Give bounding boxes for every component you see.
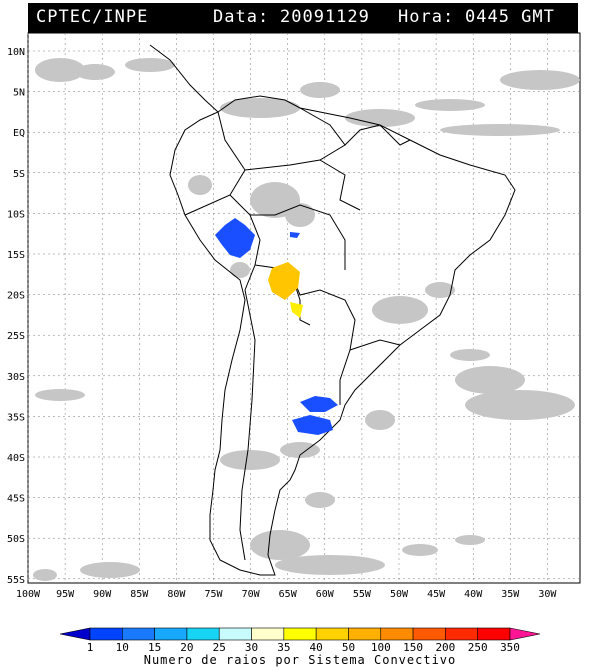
system-blue-argentina [292,415,333,435]
legend-color-swatch [251,627,285,641]
legend-tick-label: 25 [213,641,226,654]
lon-label: 40W [464,589,483,600]
legend-color-swatch [122,627,155,641]
lon-label: 30W [538,589,557,600]
legend-tick-label: 350 [500,641,520,654]
legend-color-swatch [59,627,91,641]
lon-label: 35W [501,589,520,600]
title-bar: CPTEC/INPE Data: 20091129 Hora: 0445 GMT [28,3,578,33]
lat-label: 10S [7,209,25,220]
legend-color-swatch [154,627,188,641]
legend-color-swatch [218,627,252,641]
legend-color-swatch [509,627,541,641]
latitude-labels: 10N 5N EQ 5S 10S 15S 20S 25S 30S 35S 40S 45S 50S 55S [7,47,25,586]
legend-tick-label: 20 [180,641,193,654]
lat-label: 35S [7,412,25,423]
legend-color-swatch [89,627,123,641]
lon-label: 55W [353,589,372,600]
lat-label: 5S [13,169,25,180]
date-value: 20091129 [280,7,370,27]
lat-label: 15S [7,250,25,261]
lat-label: 50S [7,534,25,545]
legend-tick-label: 50 [342,641,355,654]
lat-label: EQ [13,128,25,139]
lon-label: 70W [242,589,261,600]
longitude-labels: 100W 95W 90W 85W 80W 75W 70W 65W 60W 55W 50W 45W 40W… [16,589,557,600]
lon-label: 60W [316,589,335,600]
lat-label: 20S [7,291,25,302]
lon-label: 85W [130,589,149,600]
lat-label: 40S [7,453,25,464]
lon-label: 45W [427,589,446,600]
system-yellow-bolivia [268,262,300,300]
lon-label: 95W [56,589,75,600]
time-label: Hora: [398,7,455,27]
legend-tick-label: 150 [403,641,423,654]
lat-label: 30S [7,372,25,383]
legend-color-swatch [315,627,349,641]
lat-label: 5N [13,88,25,99]
lon-label: 90W [93,589,112,600]
legend-color-swatch [186,627,220,641]
lat-label: 10N [7,47,25,58]
system-blue-uruguay [300,396,338,412]
time-value: 0445 GMT [465,7,555,27]
legend-color-swatch [283,627,317,641]
legend-colorbar [59,627,541,641]
legend-tick-label: 15 [148,641,161,654]
lon-label: 50W [390,589,409,600]
legend-tick-label: 35 [277,641,290,654]
date-label: Data: [213,7,270,27]
system-blue-small [290,232,300,238]
legend-tick-label: 200 [435,641,455,654]
legend-tick-label: 1 [87,641,94,654]
convective-systems [215,218,338,435]
lat-label: 25S [7,331,25,342]
legend-tick-label: 40 [310,641,323,654]
lat-label: 45S [7,494,25,505]
lon-label: 75W [204,589,223,600]
source-label: CPTEC/INPE [36,7,149,27]
legend-tick-label: 250 [468,641,488,654]
legend-tick-label: 100 [371,641,391,654]
legend-tick-labels: 1 10 15 20 25 30 35 40 50 100 150 200 250 350 [87,641,520,654]
system-lightyellow-small [290,302,303,318]
lon-label: 100W [16,589,41,600]
coastlines [149,44,516,576]
legend-color-swatch [412,627,446,641]
legend-title: Numero de raios por Sistema Convectivo [143,653,457,667]
legend-color-swatch [445,627,478,641]
lat-label: 55S [7,575,25,586]
lon-label: 65W [279,589,298,600]
system-blue-peru [215,218,255,258]
legend-color-swatch [348,627,382,641]
lon-label: 80W [167,589,186,600]
cloud-cover [33,58,580,581]
legend-color-swatch [380,627,414,641]
legend-tick-label: 10 [116,641,129,654]
legend-tick-label: 30 [245,641,258,654]
legend-color-swatch [477,627,511,641]
map-frame [27,32,581,584]
